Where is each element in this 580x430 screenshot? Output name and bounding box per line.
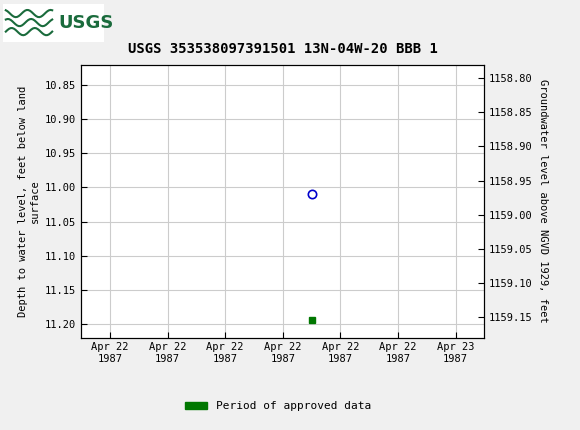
Title: USGS 353538097391501 13N-04W-20 BBB 1: USGS 353538097391501 13N-04W-20 BBB 1: [128, 43, 438, 56]
Text: USGS: USGS: [58, 14, 113, 31]
Bar: [3, 3, 104, 42]
Legend: Period of approved data: Period of approved data: [181, 397, 376, 416]
Y-axis label: Groundwater level above NGVD 1929, feet: Groundwater level above NGVD 1929, feet: [538, 79, 549, 323]
Y-axis label: Depth to water level, feet below land
surface: Depth to water level, feet below land su…: [18, 86, 39, 316]
